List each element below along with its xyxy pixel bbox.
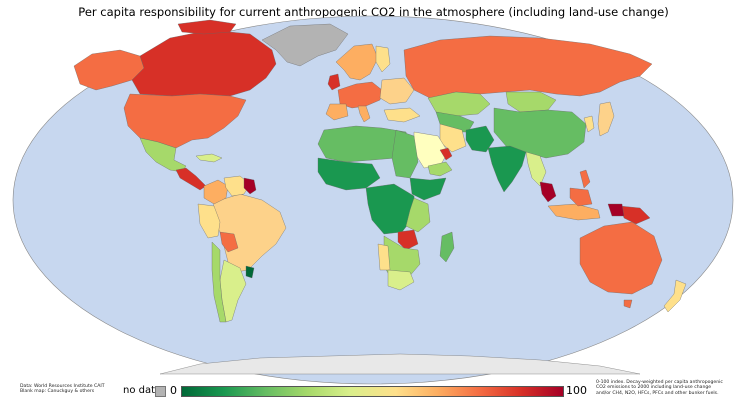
madagascar bbox=[439, 231, 455, 263]
australia bbox=[579, 221, 663, 295]
landmasses bbox=[73, 19, 687, 375]
gulf-states bbox=[439, 147, 453, 161]
footnote-line-2: CO2 emissions to 2000 including land-use… bbox=[596, 385, 712, 391]
namibia bbox=[377, 243, 391, 271]
turkey bbox=[383, 107, 421, 123]
footnote-line-1: 0-100 index. Decay-weighted per capita a… bbox=[596, 380, 723, 385]
italy bbox=[357, 105, 371, 123]
ethiopia-horn bbox=[409, 177, 447, 201]
japan bbox=[597, 101, 615, 137]
new-zealand bbox=[663, 279, 687, 313]
venezuela bbox=[223, 175, 251, 197]
scale-min-label: 0 bbox=[170, 384, 177, 397]
peru bbox=[197, 203, 221, 239]
bolivia bbox=[219, 231, 239, 253]
central-america bbox=[175, 167, 207, 191]
philippines bbox=[579, 169, 591, 189]
cuba bbox=[195, 153, 223, 163]
usa bbox=[123, 93, 247, 149]
china bbox=[493, 107, 587, 159]
tasmania bbox=[623, 299, 633, 309]
antarctica bbox=[159, 353, 641, 375]
source-line-1: Data: World Resources Institute CAIT bbox=[20, 384, 105, 389]
southeast-asia bbox=[539, 181, 557, 203]
greenland bbox=[261, 23, 349, 67]
footnote-line-3: and/or CH4, N2O, HFCs, PFCs and other bu… bbox=[596, 390, 719, 396]
myanmar-thailand bbox=[525, 151, 547, 187]
east-africa bbox=[405, 197, 431, 233]
uk bbox=[327, 73, 341, 91]
afghanistan-pakistan bbox=[465, 125, 495, 153]
south-africa bbox=[387, 269, 415, 291]
scandinavia bbox=[335, 43, 379, 81]
finland bbox=[375, 45, 391, 73]
scale-max-label: 100 bbox=[566, 384, 587, 397]
korea bbox=[583, 115, 595, 133]
source-credit: Data: World Resources Institute CAIT Bla… bbox=[20, 384, 105, 395]
zambia-region bbox=[397, 229, 419, 251]
chile bbox=[211, 241, 227, 323]
uruguay bbox=[245, 265, 255, 279]
india bbox=[487, 145, 527, 193]
borneo bbox=[569, 187, 593, 207]
iberia bbox=[325, 103, 349, 121]
colombia bbox=[203, 179, 229, 205]
color-scale-bar bbox=[181, 386, 564, 397]
canada bbox=[131, 29, 277, 97]
guyana bbox=[243, 177, 257, 195]
new-guinea-west bbox=[607, 203, 625, 217]
map-title: Per capita responsibility for current an… bbox=[78, 5, 669, 19]
eastern-europe bbox=[379, 77, 415, 105]
no-data-swatch bbox=[155, 386, 166, 397]
no-data-label: no data bbox=[123, 385, 162, 396]
yemen-oman bbox=[427, 161, 453, 177]
source-line-2: Blank map: Canuckguy & others bbox=[20, 389, 95, 395]
footnote: 0-100 index. Decay-weighted per capita a… bbox=[596, 380, 736, 396]
arctic-islands bbox=[177, 19, 237, 35]
